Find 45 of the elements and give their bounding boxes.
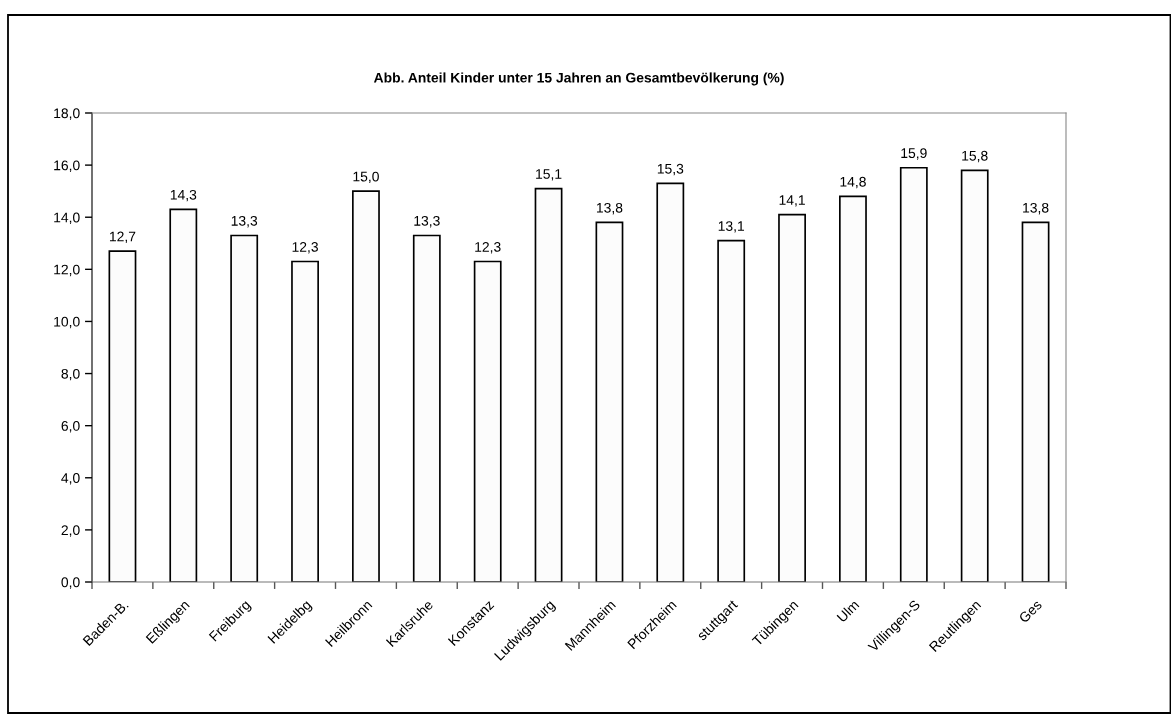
bar [656,182,685,582]
y-tick-label: 10,0 [54,316,80,329]
data-label: 14,8 [840,176,866,189]
y-tick-label: 14,0 [54,212,80,225]
bar [899,166,928,582]
bar [960,169,989,582]
bar [778,213,806,582]
bar [352,190,380,582]
y-tick-label: 6,0 [61,421,80,433]
chart-title: Abb. Anteil Kinder unter 15 Jahren an Gesamtbevölkerung (%) [373,72,784,86]
y-tick-label: 0,0 [61,577,80,589]
data-label: 12,3 [292,241,318,254]
x-tick-label: Ges [1018,599,1043,624]
data-label: 13,3 [231,215,258,228]
bar [1021,221,1050,582]
y-tick-label: 12,0 [54,264,80,277]
data-label: 13,1 [718,221,745,233]
y-tick-label: 16,0 [54,160,80,172]
bar [108,250,137,582]
bar [291,260,319,582]
bar [717,239,746,582]
bar [839,195,867,582]
y-tick-label: 4,0 [61,473,80,485]
y-tick-label: 2,0 [61,525,80,537]
bar [534,187,563,582]
data-label: 12,7 [109,231,136,244]
data-label: 15,8 [962,150,988,163]
data-label: 13,8 [1023,202,1049,215]
bar [473,260,502,582]
x-tick-label: Ulm [836,599,860,623]
bar [230,234,259,582]
y-tick-label: 8,0 [61,368,80,381]
bar [169,208,198,582]
bar [412,234,441,582]
y-tick-label: 18,0 [54,108,80,120]
data-label: 14,1 [779,195,805,207]
bar [595,221,624,582]
data-label: 12,3 [475,241,501,254]
data-label: 15,1 [536,169,562,181]
data-label: 13,3 [414,215,440,228]
data-label: 15,9 [901,148,927,160]
data-label: 15,0 [353,171,379,184]
data-label: 14,3 [170,189,197,202]
data-label: 13,8 [596,202,623,215]
data-label: 15,3 [657,163,684,176]
